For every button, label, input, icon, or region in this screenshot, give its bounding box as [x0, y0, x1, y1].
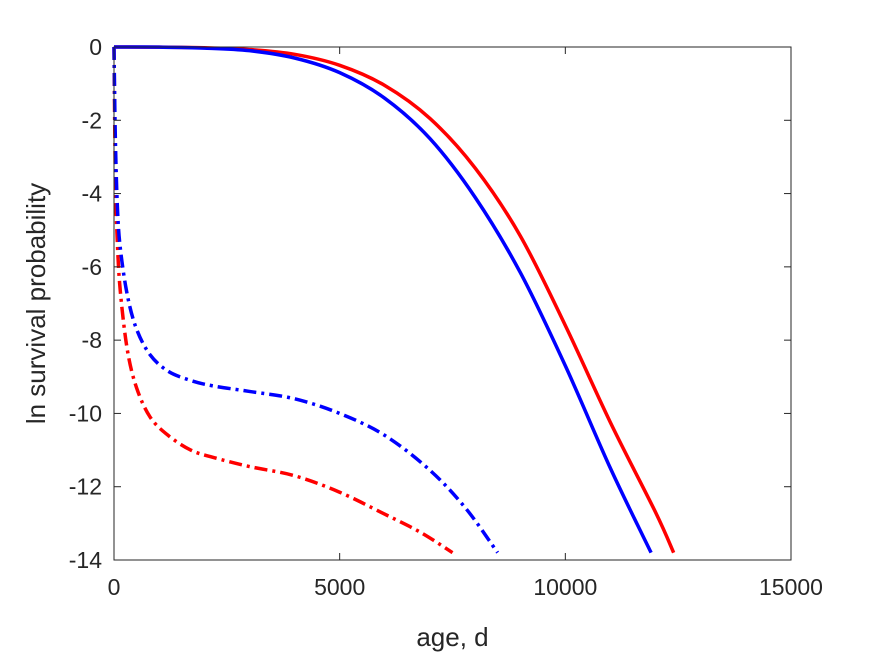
x-tick-label: 5000 — [314, 574, 365, 600]
y-tick-label: -10 — [69, 400, 102, 426]
y-tick-label: -14 — [69, 547, 102, 573]
plot-area — [114, 47, 791, 560]
series-line-4 — [112, 46, 500, 554]
x-tick-label: 0 — [108, 574, 121, 600]
y-tick-label: 0 — [89, 34, 102, 60]
series-group — [112, 45, 676, 555]
y-tick-label: -8 — [82, 327, 102, 353]
x-tick-label: 15000 — [759, 574, 823, 600]
y-tick-label: -2 — [82, 107, 102, 133]
y-tick-label: -4 — [82, 181, 103, 207]
series-line-2 — [113, 45, 653, 554]
axes-frame — [113, 46, 792, 561]
axes-group: 0 5000 10000 15000 0 -2 -4 -6 -8 -10 -12 -14 — [69, 34, 823, 600]
x-axis-label: age, d — [416, 622, 488, 652]
series-line-3 — [112, 46, 454, 555]
y-tick-label: -12 — [69, 474, 102, 500]
y-axis-label: ln survival probability — [21, 183, 51, 424]
y-tick-label: -6 — [82, 254, 102, 280]
x-tick-label: 10000 — [533, 574, 597, 600]
